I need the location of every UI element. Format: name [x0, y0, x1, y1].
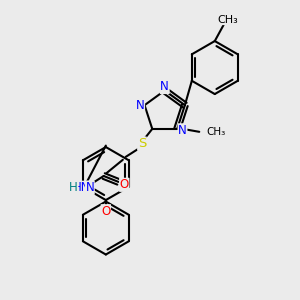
Text: N: N — [160, 80, 169, 94]
Text: N: N — [85, 181, 94, 194]
Text: N: N — [178, 124, 187, 137]
Text: HN: HN — [73, 181, 90, 194]
Text: S: S — [138, 137, 146, 150]
Text: CH₃: CH₃ — [218, 15, 238, 25]
Text: CH₃: CH₃ — [207, 127, 226, 137]
Text: N: N — [136, 99, 145, 112]
Text: O: O — [120, 178, 129, 191]
Text: O: O — [101, 205, 110, 218]
Text: H: H — [69, 181, 78, 194]
